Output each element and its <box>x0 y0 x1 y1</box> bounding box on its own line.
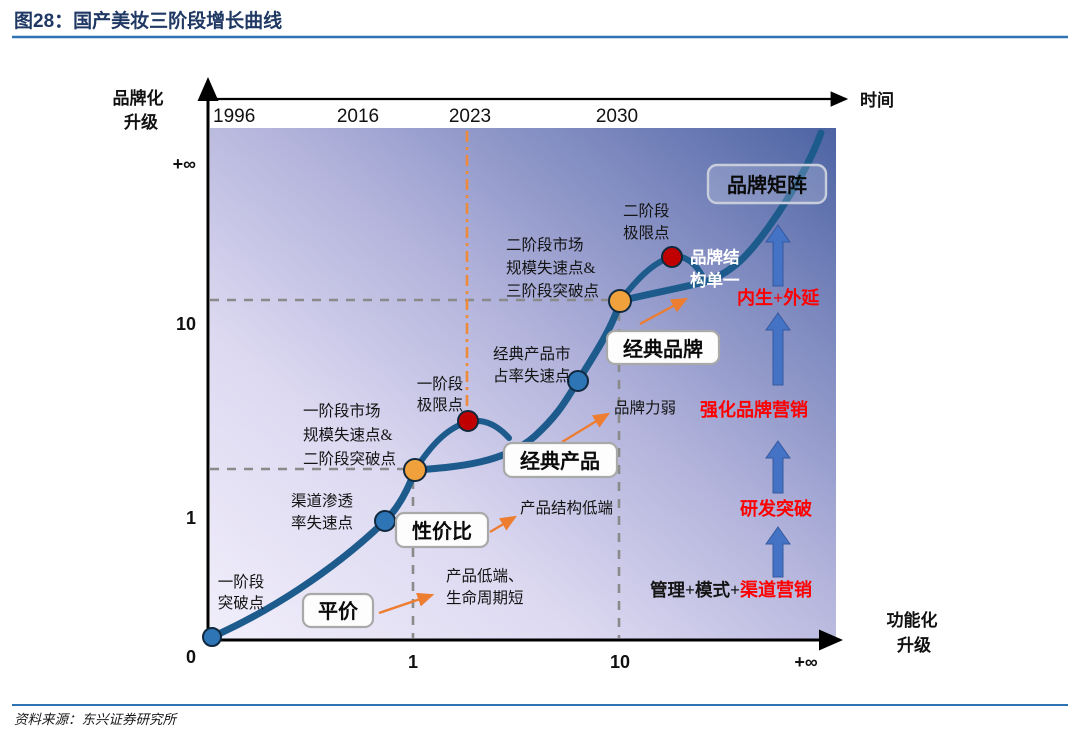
label-s1-stall-s2-break: 一阶段市场 规模失速点& 二阶段突破点 <box>303 402 396 468</box>
svg-text:品牌矩阵: 品牌矩阵 <box>727 173 807 197</box>
svg-text:经典品牌: 经典品牌 <box>623 337 703 361</box>
svg-text:品牌结: 品牌结 <box>690 247 740 267</box>
label-low-product-structure: 产品结构低端 <box>520 499 613 517</box>
label-s2-limit: 二阶段 极限点 <box>623 202 670 242</box>
block-arrow-bottom <box>765 526 791 578</box>
block-arrow-top <box>765 224 791 287</box>
arrow-affordable-to-lowend <box>378 592 435 615</box>
label-brand-structure-single: 品牌结 构单一 <box>690 247 740 290</box>
upgrade-block-arrows <box>765 224 791 578</box>
dot-origin-breakthrough <box>202 627 222 647</box>
svg-text:一阶段: 一阶段 <box>218 573 265 591</box>
stage-boxes: 平价 性价比 经典产品 经典品牌 品牌矩阵 <box>301 163 828 629</box>
svg-text:极限点: 极限点 <box>417 396 464 414</box>
box-classic-product <box>502 441 619 479</box>
x-tick-1: 1 <box>408 652 418 672</box>
arrow-brand-to-structure <box>639 297 689 326</box>
dot-channel-stall <box>374 510 396 532</box>
year-tick-2016: 2016 <box>337 106 379 127</box>
svg-text:平价: 平价 <box>318 600 359 623</box>
svg-text:产品低端、: 产品低端、 <box>446 567 524 585</box>
y-tick-inf: +∞ <box>173 154 197 174</box>
svg-text:占率失速点: 占率失速点 <box>493 367 571 385</box>
milestone-dots <box>202 246 683 647</box>
curve-stage3 <box>616 129 825 305</box>
svg-text:规模失速点&: 规模失速点& <box>506 259 596 277</box>
year-ticks: 1996 2016 2023 2030 <box>213 106 638 127</box>
label-management-channel: 管理+模式+渠道营销 <box>650 579 812 600</box>
box-affordable <box>301 592 375 629</box>
dot-s2-limit <box>661 246 683 268</box>
y-tick-1: 1 <box>186 508 196 528</box>
year-tick-2030: 2030 <box>596 106 638 127</box>
svg-text:率失速点: 率失速点 <box>291 514 353 532</box>
svg-text:二阶段突破点: 二阶段突破点 <box>303 450 396 468</box>
block-arrow-lower-mid <box>765 440 791 494</box>
svg-text:性价比: 性价比 <box>412 520 472 543</box>
svg-text:突破点: 突破点 <box>218 594 265 612</box>
label-weak-brand-power: 品牌力弱 <box>614 399 676 417</box>
y-axis-label: 品牌化 升级 <box>113 88 164 132</box>
source-note: 资料来源：东兴证券研究所 <box>14 712 178 727</box>
box-classic-brand <box>605 329 721 366</box>
label-channel-stall: 渠道渗透 率失速点 <box>291 492 354 532</box>
arrow-costperf-to-structure <box>489 515 518 534</box>
svg-text:经典产品市: 经典产品市 <box>493 345 571 363</box>
y-tick-0: 0 <box>186 647 196 667</box>
label-share-stall: 经典产品市 占率失速点 <box>493 345 571 385</box>
x-tick-inf: +∞ <box>794 652 818 672</box>
svg-text:极限点: 极限点 <box>623 224 670 242</box>
label-rd-breakthrough: 研发突破 <box>740 498 812 519</box>
svg-text:构单一: 构单一 <box>690 270 740 290</box>
svg-text:三阶段突破点: 三阶段突破点 <box>506 282 599 300</box>
y-tick-10: 10 <box>176 314 196 334</box>
dot-s2-stall-s3-break <box>608 289 632 313</box>
svg-text:品牌化: 品牌化 <box>113 88 164 108</box>
label-low-end-product: 产品低端、 生命周期短 <box>446 567 524 607</box>
box-brand-matrix <box>706 163 828 205</box>
figure-title: 图28：国产美妆三阶段增长曲线 <box>14 9 282 32</box>
y-ticks: +∞ 10 1 0 <box>173 154 197 667</box>
label-s1-breakthrough: 一阶段 突破点 <box>218 573 265 612</box>
label-s2-stall-s3-break: 二阶段市场 规模失速点& 三阶段突破点 <box>506 236 599 300</box>
label-endogenous-extension: 内生+外延 <box>737 287 820 308</box>
callout-arrows <box>378 297 689 615</box>
svg-text:经典产品: 经典产品 <box>520 449 600 473</box>
box-cost-performance <box>394 511 490 549</box>
svg-text:功能化: 功能化 <box>887 610 938 630</box>
x-ticks: 1 10 +∞ <box>408 652 818 672</box>
svg-text:升级: 升级 <box>124 112 158 132</box>
svg-text:规模失速点&: 规模失速点& <box>303 426 393 444</box>
svg-text:渠道渗透: 渠道渗透 <box>291 492 354 510</box>
x-tick-10: 10 <box>610 652 630 672</box>
curve-stage1 <box>208 466 419 641</box>
svg-text:二阶段: 二阶段 <box>623 202 670 220</box>
time-axis-label: 时间 <box>860 90 894 110</box>
red-actions: 内生+外延 强化品牌营销 研发突破 管理+模式+渠道营销 <box>650 287 820 600</box>
svg-text:生命周期短: 生命周期短 <box>446 589 524 607</box>
year-tick-1996: 1996 <box>213 106 255 127</box>
dot-s1-limit <box>457 410 479 432</box>
x-axis-label: 功能化 升级 <box>887 610 938 655</box>
block-arrow-upper-mid <box>765 312 791 386</box>
svg-text:一阶段市场: 一阶段市场 <box>303 402 381 420</box>
curve-stage2 <box>411 297 624 474</box>
label-s1-limit: 一阶段 极限点 <box>417 375 464 414</box>
dot-s1-stall-s2-break <box>403 458 427 482</box>
annotations: 一阶段 突破点 渠道渗透 率失速点 一阶段市场 规模失速点& 二阶段突破点 一阶… <box>218 202 740 612</box>
reference-dashed-lines <box>210 298 621 638</box>
dot-share-stall <box>567 370 589 392</box>
svg-text:二阶段市场: 二阶段市场 <box>506 236 584 254</box>
svg-text:升级: 升级 <box>897 635 931 655</box>
plot-gradient-area <box>210 128 836 640</box>
label-strengthen-brand-marketing: 强化品牌营销 <box>700 399 808 420</box>
year-tick-2023: 2023 <box>449 106 491 127</box>
svg-text:一阶段: 一阶段 <box>417 375 464 393</box>
arrow-product-to-weakbrand <box>561 412 611 444</box>
